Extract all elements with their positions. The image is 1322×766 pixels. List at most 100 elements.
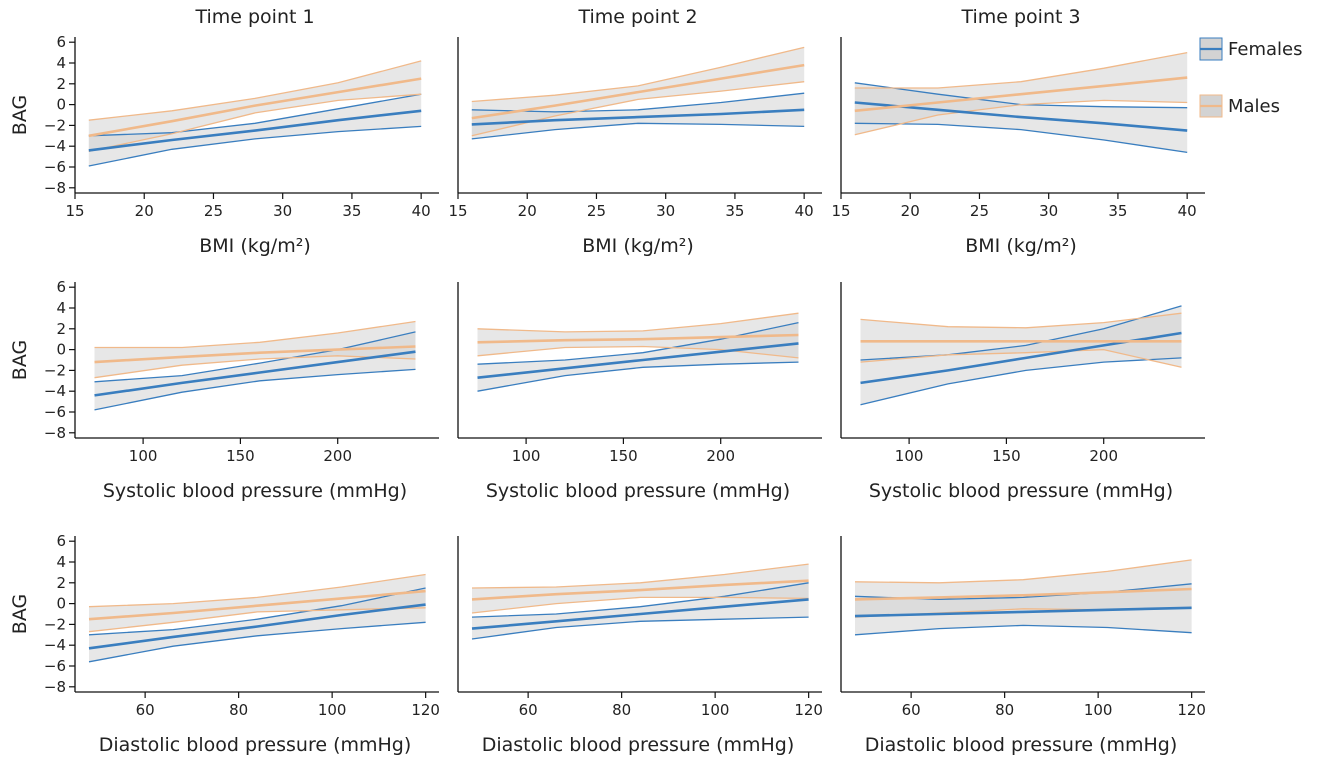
- ci-upper-males: [854, 559, 1192, 584]
- fit-line-females: [854, 101, 1188, 132]
- y-tick-label: −8: [44, 179, 66, 197]
- x-tick-label: 100: [512, 447, 541, 465]
- y-tick-label: −6: [44, 403, 66, 421]
- ci-lower-females: [854, 624, 1192, 636]
- ci-upper-males: [471, 563, 809, 589]
- ci-lower-females: [88, 621, 426, 663]
- x-tick-label: 40: [1178, 202, 1197, 220]
- y-axis-label: BAG: [9, 594, 31, 634]
- y-tick-label: −4: [44, 137, 66, 155]
- ci-lower-females: [854, 122, 1188, 154]
- y-tick-label: 0: [56, 595, 66, 613]
- fit-line-females: [88, 109, 422, 152]
- x-axis-label: Systolic blood pressure (mmHg): [103, 480, 407, 502]
- panel-7: 60 80 100 120 −8 −6 −4 −2 0 2 4 6 Diastolic blood pr…: [9, 532, 440, 756]
- panel-title: Time point 3: [960, 6, 1080, 28]
- y-tick-label: 4: [56, 299, 66, 317]
- x-tick-label: 80: [995, 701, 1014, 719]
- x-tick-label: 150: [992, 447, 1021, 465]
- x-tick-label: 20: [135, 202, 154, 220]
- ci-upper-females: [471, 582, 809, 618]
- x-axis-label: BMI (kg/m²): [582, 235, 694, 257]
- x-axis-label: Diastolic blood pressure (mmHg): [482, 734, 795, 756]
- x-tick-label: 60: [136, 701, 155, 719]
- panel-1: 15 20 25 30 35 40 −8 −6 −4 −2 0 2 4 6 Time point 1 BMI …: [9, 6, 439, 257]
- x-tick-label: 100: [129, 447, 158, 465]
- fit-line-males: [88, 589, 426, 621]
- ci-upper-females: [94, 331, 416, 383]
- y-axis-label: BAG: [9, 340, 31, 380]
- x-tick-label: 30: [273, 202, 292, 220]
- fit-line-males: [854, 76, 1188, 113]
- x-tick-label: 120: [1177, 701, 1206, 719]
- x-tick-label: 100: [895, 447, 924, 465]
- x-axis-label: Systolic blood pressure (mmHg): [869, 480, 1173, 502]
- ci-upper-females: [471, 92, 805, 113]
- x-tick-label: 200: [1089, 447, 1118, 465]
- fit-line-males: [471, 579, 809, 601]
- x-axis-label: BMI (kg/m²): [199, 235, 311, 257]
- y-tick-label: 2: [56, 574, 66, 592]
- panel-4: 100 150 200 −8 −6 −4 −2 0 2 4 6 Systolic blood pres…: [9, 278, 439, 502]
- ci-lower-females: [860, 357, 1182, 406]
- x-tick-label: 15: [65, 202, 84, 220]
- ci-upper-females: [860, 305, 1182, 361]
- x-tick-label: 80: [229, 701, 248, 719]
- y-tick-label: −8: [44, 424, 66, 442]
- fit-line-females: [94, 350, 416, 397]
- ci-upper-males: [471, 46, 805, 103]
- x-tick-label: 25: [204, 202, 223, 220]
- fit-line-males: [477, 333, 799, 344]
- panel-2: 15 20 25 30 35 40 Time point 2 BMI (kg/m²): [448, 6, 822, 257]
- legend-label-females: Females: [1228, 39, 1302, 60]
- ci-lower-males: [860, 348, 1182, 368]
- y-tick-label: 4: [56, 553, 66, 571]
- fit-line-females: [477, 342, 799, 379]
- x-tick-label: 20: [901, 202, 920, 220]
- x-axis-label: BMI (kg/m²): [965, 235, 1077, 257]
- fit-line-females: [854, 606, 1192, 618]
- fit-line-males: [88, 77, 422, 138]
- ci-upper-females: [477, 321, 799, 365]
- ci-upper-males: [477, 312, 799, 333]
- y-tick-label: 2: [56, 75, 66, 93]
- fit-line-males: [471, 63, 805, 120]
- y-tick-label: −2: [44, 615, 66, 633]
- panel-title: Time point 2: [577, 6, 697, 28]
- x-tick-label: 40: [412, 202, 431, 220]
- x-tick-label: 35: [725, 202, 744, 220]
- panel-6: 100 150 200 Systolic blood pressure (mmHg): [840, 282, 1205, 502]
- x-tick-label: 100: [701, 701, 730, 719]
- y-tick-label: −4: [44, 636, 66, 654]
- ci-upper-females: [88, 587, 426, 636]
- x-axis-label: Diastolic blood pressure (mmHg): [865, 734, 1178, 756]
- x-tick-label: 20: [518, 202, 537, 220]
- ci-lower-females: [477, 361, 799, 392]
- x-axis-label: Systolic blood pressure (mmHg): [486, 480, 790, 502]
- ci-band-males: [94, 321, 416, 378]
- y-tick-label: −2: [44, 116, 66, 134]
- x-tick-label: 60: [902, 701, 921, 719]
- fit-line-males: [94, 345, 416, 364]
- x-tick-label: 80: [612, 701, 631, 719]
- x-tick-label: 15: [831, 202, 850, 220]
- ci-lower-females: [471, 616, 809, 640]
- x-tick-label: 30: [656, 202, 675, 220]
- x-tick-label: 150: [609, 447, 638, 465]
- panel-9: 60 80 100 120 Diastolic blood pressure (mmHg…: [840, 536, 1206, 756]
- x-tick-label: 35: [342, 202, 361, 220]
- panel-8: 60 80 100 120 Diastolic blood pressure (mmHg…: [457, 536, 823, 756]
- ci-lower-males: [854, 99, 1188, 136]
- ci-upper-males: [88, 573, 426, 608]
- x-tick-label: 200: [706, 447, 735, 465]
- fit-line-males: [854, 587, 1192, 601]
- ci-band-males: [855, 559, 1192, 618]
- x-tick-label: 120: [794, 701, 823, 719]
- fit-line-females: [471, 108, 805, 126]
- ci-lower-males: [477, 345, 799, 359]
- y-tick-label: 6: [56, 278, 66, 296]
- y-tick-label: −2: [44, 361, 66, 379]
- x-tick-label: 15: [448, 202, 467, 220]
- y-tick-label: 6: [56, 33, 66, 51]
